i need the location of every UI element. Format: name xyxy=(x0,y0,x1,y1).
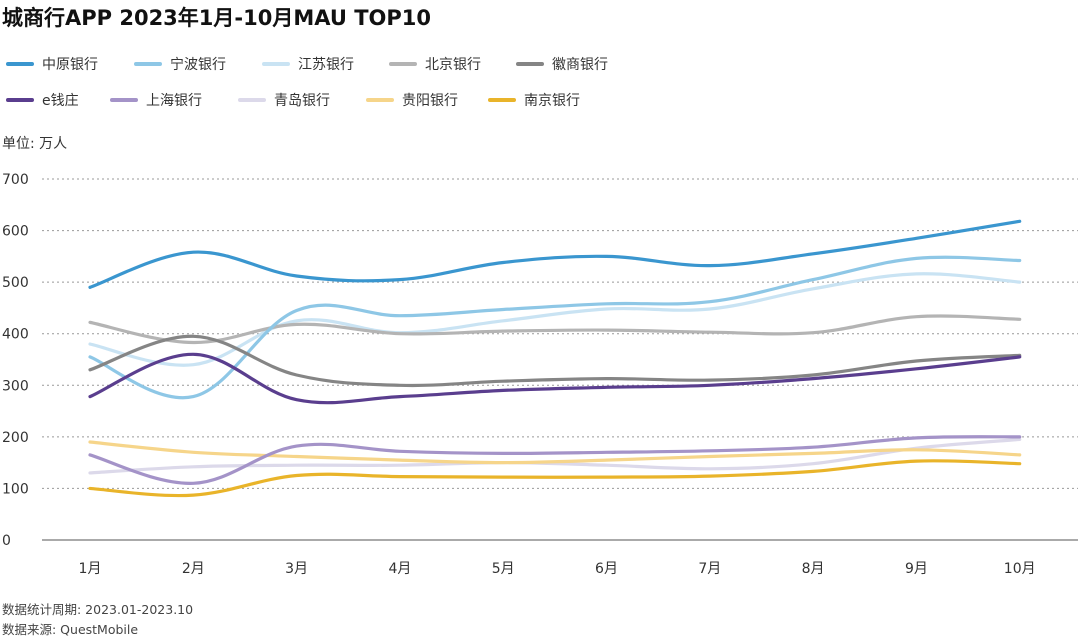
legend-item-beijing: 北京银行 xyxy=(389,54,516,74)
x-tick-label: 5月 xyxy=(492,561,515,577)
x-tick-label: 2月 xyxy=(182,561,205,577)
legend-item-jiangsu: 江苏银行 xyxy=(262,54,389,74)
x-tick-label: 3月 xyxy=(285,561,308,577)
legend-swatch xyxy=(6,62,34,66)
legend-item-ningbo: 宁波银行 xyxy=(134,54,262,74)
grid-layer xyxy=(42,178,1078,541)
legend-item-nanjing: 南京银行 xyxy=(488,90,608,110)
series-line-5 xyxy=(88,334,1022,388)
legend-swatch xyxy=(110,98,138,102)
y-tick-label: 500 xyxy=(2,275,29,291)
legend-item-zhongyuan: 中原银行 xyxy=(6,54,134,74)
legend-swatch xyxy=(488,98,516,102)
y-tick-label: 700 xyxy=(2,172,29,188)
y-tick-label: 400 xyxy=(2,327,29,343)
legend-label: 青岛银行 xyxy=(274,93,330,109)
y-tick-labels: 0 100 200 300 400 500 600 700 xyxy=(2,172,29,549)
legend-swatch xyxy=(366,98,394,102)
legend-label: e钱庄 xyxy=(42,93,79,109)
series-line-3 xyxy=(88,272,1022,367)
footer-period: 数据统计周期: 2023.01-2023.10 xyxy=(2,602,194,617)
unit-label: 单位: 万人 xyxy=(2,136,68,152)
legend-item-guiyang: 贵阳银行 xyxy=(366,90,488,110)
legend-label: 江苏银行 xyxy=(298,57,354,73)
series-line-7 xyxy=(88,435,1022,485)
legend-row-1: 中原银行 宁波银行 江苏银行 北京银行 徽商银行 xyxy=(6,54,644,74)
x-tick-label: 4月 xyxy=(388,561,411,577)
y-tick-label: 300 xyxy=(2,378,29,394)
legend-item-shanghai: 上海银行 xyxy=(110,90,238,110)
legend-swatch xyxy=(134,62,162,66)
y-tick-label: 100 xyxy=(2,481,29,497)
x-tick-label: 8月 xyxy=(802,561,825,577)
legend-label: 宁波银行 xyxy=(170,57,226,73)
x-tick-label: 7月 xyxy=(698,561,721,577)
legend-swatch xyxy=(516,62,544,66)
legend-row-2: e钱庄 上海银行 青岛银行 贵阳银行 南京银行 xyxy=(6,90,608,110)
series-layer xyxy=(88,219,1022,498)
legend-label: 徽商银行 xyxy=(552,57,608,73)
x-tick-labels: 1月 2月 3月 4月 5月 6月 7月 8月 9月 10月 xyxy=(79,561,1036,577)
x-tick-label: 6月 xyxy=(595,561,618,577)
x-tick-label: 9月 xyxy=(905,561,928,577)
series-line-8 xyxy=(88,437,1022,475)
series-line-4 xyxy=(88,314,1022,345)
legend-label: 中原银行 xyxy=(42,57,98,73)
footer-source: 数据来源: QuestMobile xyxy=(2,622,139,637)
series-line-6 xyxy=(88,352,1022,405)
legend-label: 北京银行 xyxy=(425,57,481,73)
y-tick-label: 600 xyxy=(2,224,29,240)
legend-swatch xyxy=(238,98,266,102)
y-tick-label: 200 xyxy=(2,430,29,446)
x-tick-label: 1月 xyxy=(79,561,102,577)
x-tick-label: 10月 xyxy=(1004,561,1036,577)
series-line-2 xyxy=(88,255,1022,400)
y-tick-label: 0 xyxy=(2,533,11,549)
legend-label: 贵阳银行 xyxy=(402,93,458,109)
legend-swatch xyxy=(389,62,417,66)
series-line-9 xyxy=(88,440,1022,465)
legend-item-huishang: 徽商银行 xyxy=(516,54,644,74)
legend-swatch xyxy=(6,98,34,102)
legend-item-eqianzhuang: e钱庄 xyxy=(6,90,110,110)
series-line-1 xyxy=(88,219,1022,289)
series-line-10 xyxy=(88,459,1022,498)
legend-label: 上海银行 xyxy=(146,93,202,109)
chart-title: 城商行APP 2023年1月-10月MAU TOP10 xyxy=(2,6,432,30)
legend-label: 南京银行 xyxy=(524,93,580,109)
legend-item-qingdao: 青岛银行 xyxy=(238,90,366,110)
legend-swatch xyxy=(262,62,290,66)
